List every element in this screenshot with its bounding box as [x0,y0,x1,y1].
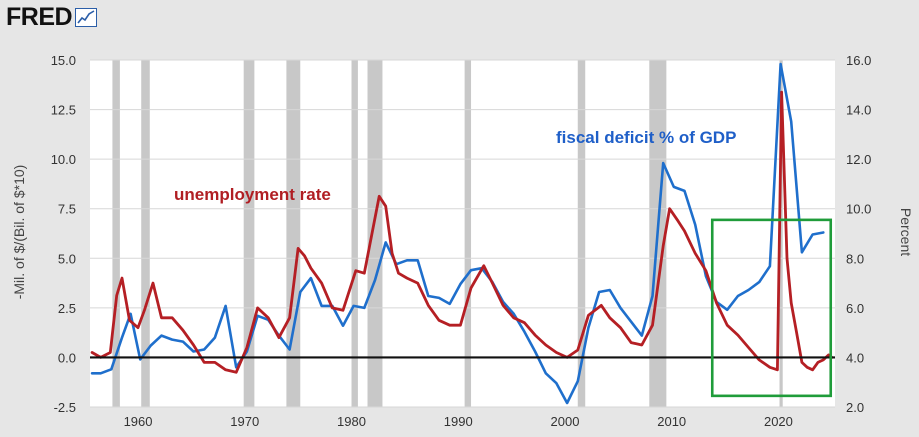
annotation-unemployment-rate: unemployment rate [174,185,331,204]
plot-area [90,60,835,407]
left-tick-label-5: 10.0 [51,152,76,167]
recession-band-1 [141,60,150,407]
left-axis-label: -Mil. of $/(Bil. of $*10) [11,165,27,300]
annotation-fiscal-deficit: fiscal deficit % of GDP [556,128,736,147]
right-tick-label-0: 2.0 [846,400,864,415]
recession-band-2 [243,60,255,407]
x-tick-label-2: 1980 [337,414,366,429]
right-tick-label-4: 10.0 [846,202,871,217]
left-tick-label-1: 0.0 [58,350,76,365]
recession-band-0 [112,60,120,407]
left-tick-label-2: 2.5 [58,301,76,316]
recession-band-9 [779,60,783,407]
right-tick-label-6: 14.0 [846,103,871,118]
fred-logo-text: FRED [6,3,73,31]
highlight-box [710,218,833,398]
x-tick-label-5: 2010 [657,414,686,429]
x-tick-label-4: 2000 [551,414,580,429]
recession-band-3 [286,60,301,407]
left-tick-label-7: 15.0 [51,53,76,68]
right-tick-label-3: 8.0 [846,251,864,266]
x-tick-label-1: 1970 [230,414,259,429]
recession-band-5 [367,60,383,407]
chart-line-icon [75,8,98,27]
left-tick-label-6: 12.5 [51,103,76,118]
left-tick-label-4: 7.5 [58,202,76,217]
recession-band-7 [577,60,586,407]
right-tick-label-2: 6.0 [846,301,864,316]
recession-band-4 [351,60,358,407]
right-axis-label: Percent [898,208,914,256]
x-tick-label-6: 2020 [764,414,793,429]
x-tick-label-0: 1960 [124,414,153,429]
left-tick-label-3: 5.0 [58,251,76,266]
fiscal-deficit-line [90,62,825,405]
unemployment-rate-line [90,90,834,374]
recession-band-6 [464,60,472,407]
left-tick-label-0: -2.5 [54,400,76,415]
right-tick-label-5: 12.0 [846,152,871,167]
right-tick-label-7: 16.0 [846,53,871,68]
x-tick-label-3: 1990 [444,414,473,429]
right-tick-label-1: 4.0 [846,350,864,365]
fred-logo: FRED [6,3,98,32]
